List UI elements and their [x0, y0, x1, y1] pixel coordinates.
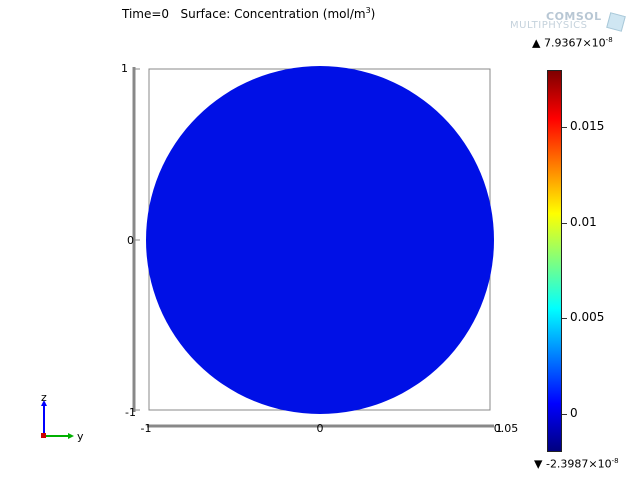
y-tick-label: 0	[127, 234, 134, 247]
max-exponent: -8	[605, 36, 613, 44]
y-arrowhead-icon	[68, 433, 74, 439]
surface-label: Surface: Concentration (mol/m	[180, 7, 366, 21]
max-value: 7.9367×10	[543, 36, 606, 50]
logo-line2: MULTIPHYSICS	[510, 20, 588, 31]
y-tick-label: 1	[121, 62, 128, 75]
colorbar-tick-mark	[562, 127, 567, 129]
colorbar-tick-mark	[562, 222, 567, 224]
colorbar-tick-mark	[562, 413, 567, 415]
orient-z-label: z	[41, 392, 47, 404]
colorbar-max-label: ▲ 7.9367×10-8	[532, 36, 613, 50]
x-tick-label-overlap: 0.05	[494, 422, 519, 435]
z-arrowhead-icon	[41, 400, 47, 406]
origin-marker-icon	[41, 433, 46, 438]
colorbar-tick-label: 0.01	[570, 214, 597, 229]
colorbar-tick-mark	[562, 318, 567, 320]
min-marker-icon: ▼	[534, 457, 543, 471]
max-marker-icon: ▲	[532, 36, 541, 50]
title-close: )	[370, 7, 376, 21]
x-tick-label: -1	[141, 422, 152, 435]
unit-exponent: 3	[365, 6, 371, 15]
colorbar-tick-label: 0	[570, 405, 578, 420]
colorbar-tick-label: 0.005	[570, 310, 605, 325]
min-value: -2.3987×10	[545, 457, 612, 471]
time-label: Time=0	[122, 7, 170, 21]
colorbar-tick-label: 0.015	[570, 119, 605, 134]
plot-title: Time=0 Surface: Concentration (mol/m3)	[122, 6, 375, 21]
colorbar	[547, 70, 562, 452]
comsol-logo: COMSOL MULTIPHYSICS	[506, 10, 626, 34]
x-tick-label: 1	[496, 422, 503, 435]
colorbar-min-label: ▼ -2.3987×10-8	[534, 457, 619, 471]
logo-line1: COMSOL	[546, 10, 602, 23]
axis-orientation-triad: z y	[41, 392, 84, 442]
x-tick-label: 0	[317, 422, 324, 435]
orient-y-label: y	[77, 430, 84, 442]
y-tick-label: -1	[125, 406, 136, 419]
min-exponent: -8	[611, 457, 619, 465]
domain-surface[interactable]	[146, 66, 494, 414]
